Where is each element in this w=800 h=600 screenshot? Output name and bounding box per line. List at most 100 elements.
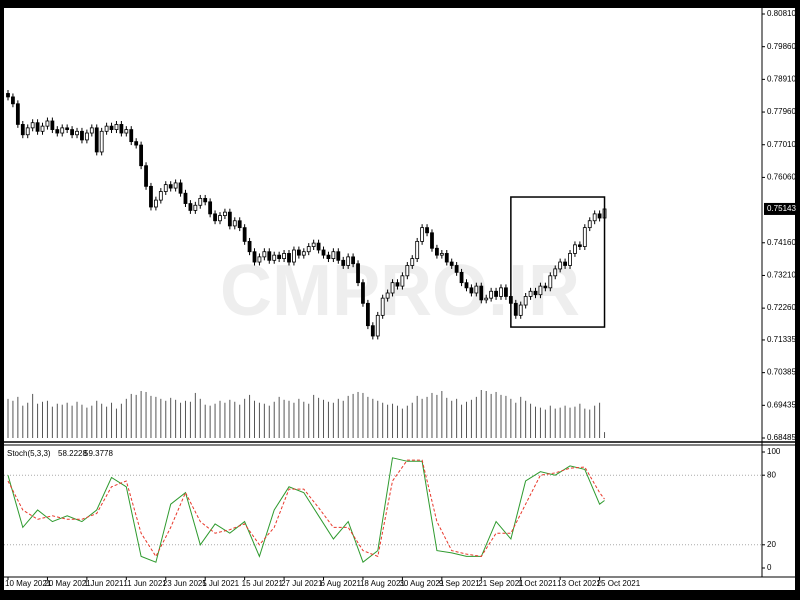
candle-body [89,127,94,134]
candle-body [11,96,15,105]
candle-body [301,251,306,256]
candle-body [499,287,503,297]
candle-body [395,282,400,287]
candle-body [484,297,489,301]
candle-body [188,203,193,211]
candle-body [390,282,395,294]
x-tick-label: 15 Jul 2021 [242,579,284,588]
candle-body [287,253,291,263]
candle-body [459,271,464,284]
candle-body [45,120,50,127]
candle-body [40,125,45,132]
candle-body [331,251,336,259]
indicator-value: 59.3778 [84,449,113,458]
candle-body [479,285,484,301]
candle-body [489,290,494,299]
candle-body [420,227,425,242]
candle-body [306,246,311,253]
candle-body [134,141,139,146]
candle-body [178,182,183,194]
candle-body [25,127,30,136]
candle-body [223,211,227,216]
y-tick-label: 0.78910 [767,74,796,83]
chart-background [4,8,795,590]
x-tick-label: 5 Jul 2021 [202,579,239,588]
candle-body [405,265,410,277]
current-price-label: 0.75143 [767,204,796,213]
candle-body [385,292,390,299]
candle-body [149,185,153,208]
candle-body [518,304,523,316]
watermark: CMPRO.IR [220,251,580,331]
candle-body [444,253,449,263]
candle-body [454,265,459,273]
y-tick-label: 0.72260 [767,303,796,312]
candle-body [573,244,577,254]
x-tick-label: 11 Jun 2021 [123,579,167,588]
y-tick-label: 0.68485 [767,433,796,442]
candle-body [129,129,134,143]
candle-body [70,129,74,136]
candle-body [316,242,321,251]
candle-body [153,199,158,208]
candle-body [469,287,474,294]
candle-body [582,227,587,247]
candle-body [6,93,10,98]
candle-body [109,125,114,130]
candle-body [139,144,144,167]
y-tick-label: 0.76060 [767,173,796,182]
candle-body [242,227,247,242]
candle-body [173,182,178,189]
y-tick-label: 0.79860 [767,42,796,51]
x-tick-label: 25 Oct 2021 [597,579,641,588]
x-tick-label: 6 Aug 2021 [321,579,362,588]
candle-body [346,256,351,266]
candle-body [494,290,498,297]
candle-body [262,251,267,258]
candle-body [351,256,356,265]
candle-body [183,192,188,204]
candle-body [504,287,508,297]
candle-body [99,130,104,153]
candle-body [213,213,217,222]
candle-body [218,215,222,222]
candle-body [587,220,592,229]
candle-body [119,124,124,134]
candle-body [538,285,543,296]
candle-body [124,129,129,134]
candle-body [474,285,479,294]
candle-body [50,120,55,130]
candle-body [292,249,296,263]
y-tick-label: 0.70385 [767,368,796,377]
candle-body [296,249,301,256]
y-tick-label: 0.74160 [767,238,796,247]
candle-body [55,129,60,134]
current-price-box [764,202,795,215]
candle-body [94,127,99,153]
stoch-line [7,459,605,558]
indicator-value: 58.2228 [58,449,87,458]
candle-body [272,254,277,261]
y-tick-label: 0.77010 [767,140,796,149]
candle-body [158,191,163,201]
candle-body [356,263,360,284]
candle-body [163,184,168,192]
x-tick-label: 23 Jun 2021 [163,579,208,588]
candle-body [548,275,553,289]
candle-body [30,122,35,129]
candle-body [400,275,405,287]
candle-body [375,314,380,337]
candle-body [563,261,567,266]
y-tick-label: 0.80810 [767,9,796,18]
candle-body [592,213,597,222]
annotation-rectangle [510,196,606,328]
candle-body [523,296,528,306]
x-tick-label: 10 May 2021 [5,579,52,588]
candle-body [114,124,119,130]
x-tick-label: 20 May 2021 [44,579,91,588]
y-tick-label: 100 [767,447,781,456]
stoch-line [7,457,605,564]
candle-body [449,261,454,266]
